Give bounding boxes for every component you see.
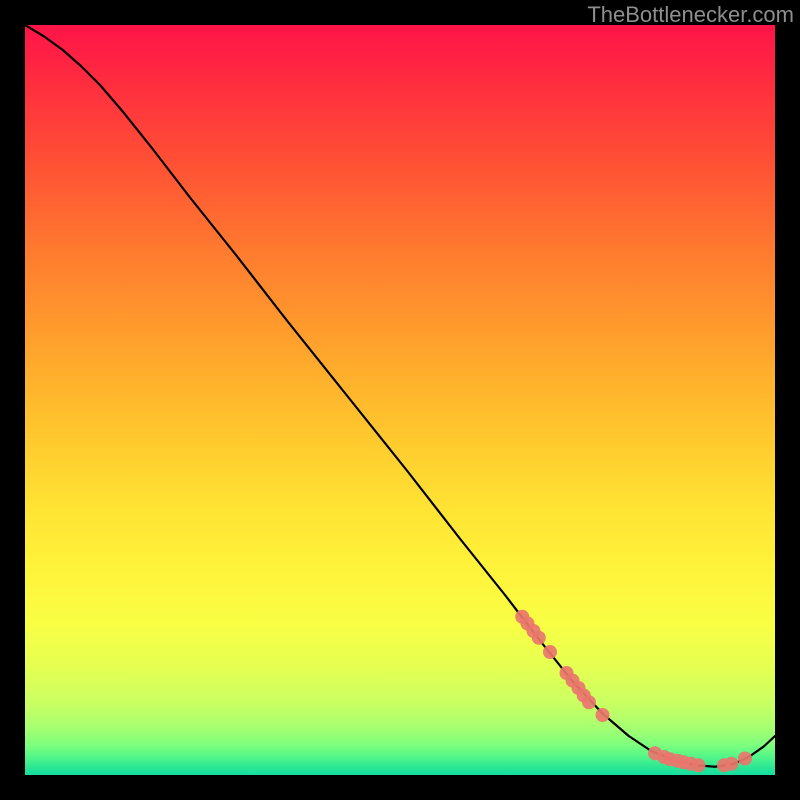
bottleneck-curve bbox=[25, 25, 775, 767]
chart-stage: TheBottlenecker.com bbox=[0, 0, 800, 800]
marker-dot bbox=[725, 757, 739, 771]
marker-dot bbox=[692, 758, 706, 772]
marker-dot bbox=[582, 695, 596, 709]
plot-area bbox=[25, 25, 775, 775]
marker-dot bbox=[738, 752, 752, 766]
watermark-text: TheBottlenecker.com bbox=[587, 2, 794, 28]
curve-overlay bbox=[25, 25, 775, 775]
marker-dot bbox=[532, 631, 546, 645]
marker-dot bbox=[543, 645, 557, 659]
marker-dot bbox=[596, 708, 610, 722]
marker-group bbox=[515, 610, 752, 773]
